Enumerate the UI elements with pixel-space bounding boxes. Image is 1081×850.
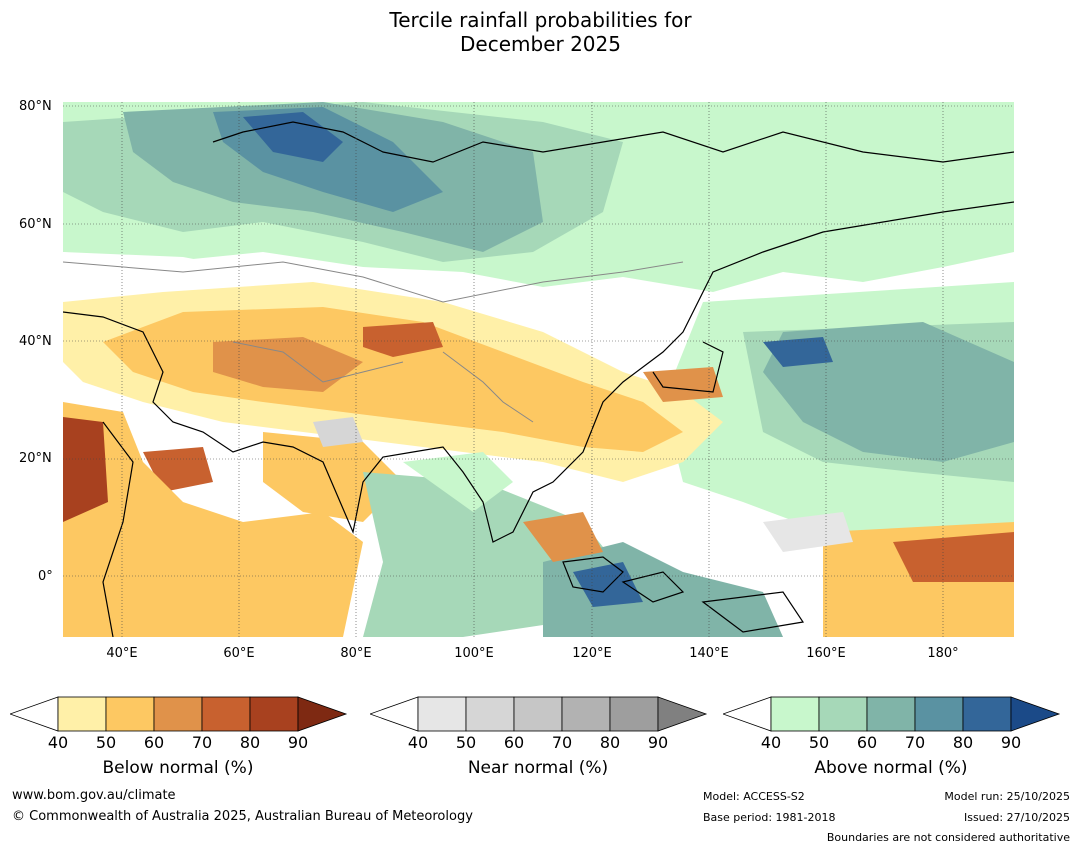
lon-label-80e: 80°E — [340, 646, 372, 661]
region-above-maritime-dark — [573, 562, 643, 607]
region-below-africa — [63, 402, 363, 637]
above-colorbar-segment-0 — [770, 696, 820, 732]
lon-label-180: 180° — [927, 646, 959, 661]
title-line-2: December 2025 — [460, 32, 621, 56]
region-near-normal-2 — [763, 512, 853, 552]
lon-label-60e: 60°E — [223, 646, 255, 661]
region-below-strong — [213, 337, 363, 392]
near-colorbar-tick-40: 40 — [407, 733, 429, 752]
above-colorbar-tick-90: 90 — [1000, 733, 1022, 752]
above-colorbar-segment-1 — [818, 696, 868, 732]
above-colorbar-tick-60: 60 — [856, 733, 878, 752]
rainfall-probability-map — [63, 102, 1014, 637]
lat-label-40n: 40°N — [19, 334, 52, 349]
near-colorbar-segment-2 — [513, 696, 563, 732]
below-colorbar-segment-4 — [249, 696, 299, 732]
below-colorbar-under-triangle — [10, 696, 59, 732]
above-colorbar-tick-70: 70 — [904, 733, 926, 752]
graticule — [63, 102, 1014, 637]
above-colorbar-segment-2 — [866, 696, 916, 732]
footer-boundaries: Boundaries are not considered authoritat… — [826, 831, 1070, 844]
above-colorbar-tick-80: 80 — [952, 733, 974, 752]
near-colorbar-segment-1 — [465, 696, 515, 732]
region-near-normal — [313, 417, 363, 447]
region-below-japan — [643, 367, 723, 402]
region-above-maritime — [543, 542, 783, 637]
above-colorbar-tick-50: 50 — [808, 733, 830, 752]
region-above-dark — [243, 112, 343, 162]
above-colorbar-tick-40: 40 — [760, 733, 782, 752]
below-colorbar-over-triangle — [297, 696, 348, 732]
footer-model-run: Model run: 25/10/2025 — [944, 790, 1070, 803]
footer-model: Model: ACCESS-S2 — [703, 790, 805, 803]
below-colorbar-tick-40: 40 — [47, 733, 69, 752]
region-below-africa-dark — [63, 417, 108, 522]
lon-label-40e: 40°E — [106, 646, 138, 661]
region-below-borneo — [523, 512, 603, 562]
below-colorbar-segment-1 — [105, 696, 155, 732]
near-colorbar-tick-70: 70 — [551, 733, 573, 752]
below-colorbar-tick-70: 70 — [191, 733, 213, 752]
map-title: Tercile rainfall probabilities for Decem… — [0, 8, 1081, 56]
near-colorbar-tick-90: 90 — [647, 733, 669, 752]
lat-label-80n: 80°N — [19, 99, 52, 114]
below-colorbar-tick-50: 50 — [95, 733, 117, 752]
above-colorbar-segment-3 — [914, 696, 964, 732]
footer-base-period: Base period: 1981-2018 — [703, 811, 836, 824]
title-line-1: Tercile rainfall probabilities for — [389, 8, 692, 32]
lon-label-140e: 140°E — [689, 646, 729, 661]
near-colorbar-segment-4 — [609, 696, 659, 732]
above-colorbar-under-triangle — [723, 696, 772, 732]
below-colorbar-tick-60: 60 — [143, 733, 165, 752]
colorbar-above-normal — [723, 696, 1061, 732]
lat-label-20n: 20°N — [19, 451, 52, 466]
below-colorbar-segment-3 — [201, 696, 251, 732]
lat-label-0: 0° — [38, 569, 53, 584]
below-colorbar-tick-90: 90 — [287, 733, 309, 752]
near-colorbar-segment-3 — [561, 696, 611, 732]
footer-issued: Issued: 27/10/2025 — [963, 811, 1070, 824]
colorbar-below-title: Below normal (%) — [102, 758, 254, 778]
lon-label-100e: 100°E — [454, 646, 494, 661]
near-colorbar-under-triangle — [370, 696, 419, 732]
colorbar-near-normal — [370, 696, 708, 732]
region-below-tarim — [363, 322, 443, 357]
footer-url[interactable]: www.bom.gov.au/climate — [12, 788, 176, 803]
near-colorbar-tick-80: 80 — [599, 733, 621, 752]
colorbar-near-title: Near normal (%) — [467, 758, 609, 778]
near-colorbar-segment-0 — [417, 696, 467, 732]
above-colorbar-segment-4 — [962, 696, 1012, 732]
colorbar-above-title: Above normal (%) — [814, 758, 968, 778]
lon-label-120e: 120°E — [572, 646, 612, 661]
country-borders — [63, 261, 684, 423]
below-colorbar-segment-2 — [153, 696, 203, 732]
lon-label-160e: 160°E — [806, 646, 846, 661]
coastlines — [63, 121, 1014, 637]
region-below-pacific-strong — [893, 532, 1014, 582]
near-colorbar-over-triangle — [657, 696, 708, 732]
colorbar-below-normal — [10, 696, 348, 732]
region-above-japan-east — [763, 337, 833, 367]
region-below-india — [263, 432, 403, 522]
near-colorbar-tick-60: 60 — [503, 733, 525, 752]
region-above-bay — [403, 452, 513, 512]
below-colorbar-segment-0 — [57, 696, 107, 732]
lat-label-60n: 60°N — [19, 217, 52, 232]
above-colorbar-over-triangle — [1010, 696, 1061, 732]
footer-copyright: © Commonwealth of Australia 2025, Austra… — [12, 809, 473, 824]
below-colorbar-tick-80: 80 — [239, 733, 261, 752]
near-colorbar-tick-50: 50 — [455, 733, 477, 752]
